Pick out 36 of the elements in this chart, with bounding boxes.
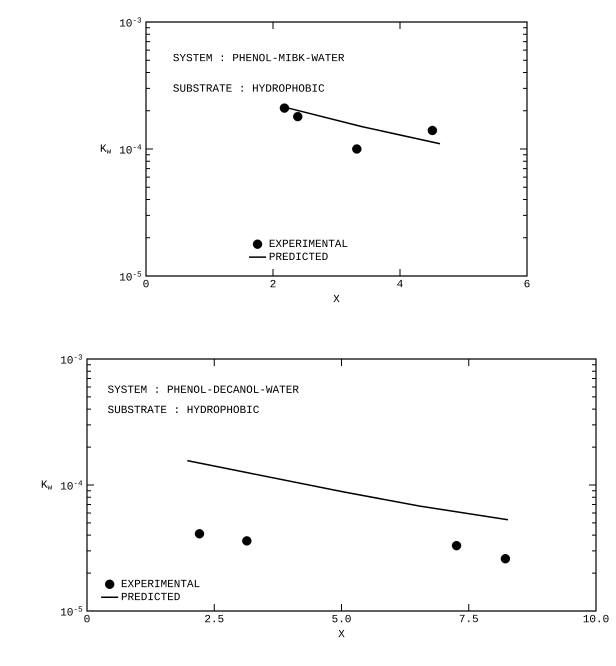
x-axis-title: X	[333, 294, 340, 302]
annotation: SUBSTRATE : HYDROPHOBIC	[108, 406, 259, 414]
y-tick-label: 10$^{-5}$	[60, 606, 82, 616]
x-tick-label: 10.0	[584, 614, 609, 622]
x-tick-label: 5.0	[332, 614, 351, 622]
annotation: SYSTEM : PHENOL-MIBK-WATER	[173, 54, 344, 62]
point	[194, 529, 204, 538]
x-axis-title: X	[338, 630, 345, 638]
x-tick-label: 0	[143, 280, 149, 288]
y-axis-title: K$_{w}$	[42, 480, 52, 490]
point	[352, 144, 362, 154]
x-tick-label: 2	[270, 280, 276, 288]
point	[280, 103, 290, 113]
legend-label: EXPERIMENTAL	[270, 240, 348, 247]
x-tick-label: 0	[84, 614, 90, 622]
y-tick-label: 10$^{-5}$	[120, 271, 142, 281]
x-tick-label: 2.5	[205, 614, 224, 622]
point	[452, 540, 462, 550]
point	[500, 554, 510, 564]
y-axis-title: K$_{w}$	[100, 144, 112, 154]
point	[428, 126, 438, 136]
y-tick-label: 10$^{-3}$	[60, 354, 82, 364]
legend-label: PREDICTED	[270, 252, 328, 260]
legend-label: EXPERIMENTAL	[122, 580, 200, 588]
point	[293, 112, 302, 122]
y-tick-label: 10$^{-4}$	[120, 144, 142, 154]
y-tick-label: 10$^{-3}$	[120, 17, 142, 27]
legend-label: PREDICTED	[122, 592, 180, 600]
annotation: SYSTEM : PHENOL-DECANOL-WATER	[108, 386, 299, 393]
x-tick-label: 7.5	[460, 614, 478, 622]
x-tick-label: 6	[524, 280, 530, 288]
line-series	[186, 460, 509, 520]
y-tick-label: 10$^{-4}$	[60, 480, 82, 490]
point	[242, 536, 252, 546]
annotation: SUBSTRATE : HYDROPHOBIC	[173, 84, 324, 92]
x-tick-label: 4	[397, 280, 403, 288]
